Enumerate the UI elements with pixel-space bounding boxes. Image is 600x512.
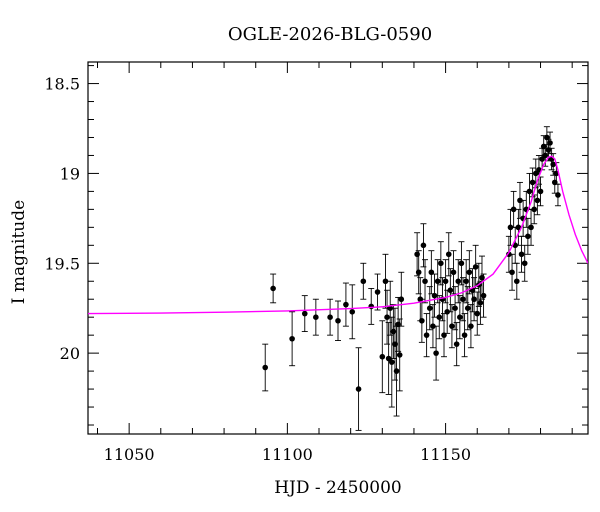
- data-point: [453, 341, 460, 347]
- model-curve: [88, 155, 588, 315]
- data-point: [518, 251, 525, 258]
- data-point: [460, 296, 466, 303]
- data-point: [515, 224, 522, 231]
- data-point: [419, 317, 425, 324]
- data-point: [438, 260, 444, 267]
- data-point: [507, 224, 514, 231]
- data-point: [382, 278, 389, 285]
- data-point: [455, 278, 462, 285]
- data-point: [385, 355, 392, 362]
- data-point: [528, 224, 534, 231]
- data-point: [449, 323, 455, 329]
- data-point: [327, 314, 333, 320]
- x-tick-label: 11050: [104, 445, 155, 464]
- data-point: [480, 292, 487, 299]
- data-point: [547, 140, 553, 146]
- y-axis-label: I magnitude: [9, 200, 29, 304]
- data-point: [461, 332, 468, 338]
- data-point: [472, 264, 479, 270]
- chart-title: OGLE-2026-BLG-0590: [228, 24, 432, 45]
- data-point: [517, 197, 523, 204]
- data-point: [463, 278, 469, 285]
- data-point: [468, 323, 474, 329]
- data-point: [537, 188, 544, 195]
- data-point: [396, 352, 403, 358]
- data-point: [313, 314, 319, 320]
- data-point: [433, 350, 439, 356]
- data-point: [398, 296, 405, 303]
- data-point: [379, 353, 386, 360]
- data-point: [555, 192, 561, 198]
- data-point: [442, 278, 449, 285]
- data-point: [471, 296, 477, 303]
- data-point: [368, 303, 375, 310]
- x-tick-label: 11100: [262, 445, 313, 464]
- y-tick-label: 20: [60, 344, 80, 363]
- data-point: [532, 170, 539, 177]
- data-point: [464, 305, 471, 312]
- data-point: [509, 269, 515, 276]
- data-point: [420, 242, 427, 249]
- plot-frame: [87, 61, 589, 435]
- data-point: [423, 332, 430, 338]
- data-point: [436, 314, 443, 320]
- data-point: [458, 260, 465, 267]
- data-point: [526, 188, 533, 195]
- data-point: [506, 251, 512, 258]
- data-point: [387, 305, 394, 312]
- data-point: [355, 386, 362, 392]
- x-axis-label: HJD - 2450000: [274, 478, 402, 498]
- data-point: [542, 152, 549, 159]
- data-point: [534, 197, 541, 204]
- data-point: [447, 287, 454, 294]
- data-point: [525, 233, 531, 240]
- data-point: [393, 368, 400, 374]
- data-point: [289, 335, 295, 342]
- data-point: [531, 206, 538, 213]
- data-point: [529, 179, 536, 186]
- y-tick-label: 19.5: [44, 254, 80, 273]
- data-point: [384, 314, 390, 320]
- data-point: [431, 292, 438, 299]
- data-point: [477, 300, 484, 306]
- data-point: [450, 269, 457, 276]
- data-point: [510, 206, 517, 213]
- y-tick-label: 19: [60, 164, 80, 183]
- data-point: [374, 289, 381, 295]
- data-point: [270, 285, 276, 292]
- data-point: [422, 278, 428, 285]
- data-point: [452, 305, 458, 312]
- data-point: [349, 308, 356, 315]
- data-point: [343, 301, 349, 308]
- data-point: [521, 260, 528, 267]
- data-point: [301, 310, 308, 317]
- data-point: [457, 314, 463, 320]
- data-point: [513, 278, 520, 285]
- data-point: [444, 308, 450, 315]
- y-tick-label: 18.5: [44, 75, 80, 94]
- data-point: [430, 323, 436, 329]
- data-point: [426, 305, 433, 312]
- data-point: [445, 251, 452, 258]
- data-point: [335, 317, 341, 324]
- data-point: [415, 269, 422, 276]
- data-point: [262, 364, 269, 371]
- data-point: [434, 278, 441, 285]
- data-point: [474, 310, 481, 317]
- data-point: [466, 269, 473, 276]
- x-tick-label: 11150: [420, 445, 471, 464]
- data-point: [388, 359, 395, 365]
- data-point: [360, 278, 367, 285]
